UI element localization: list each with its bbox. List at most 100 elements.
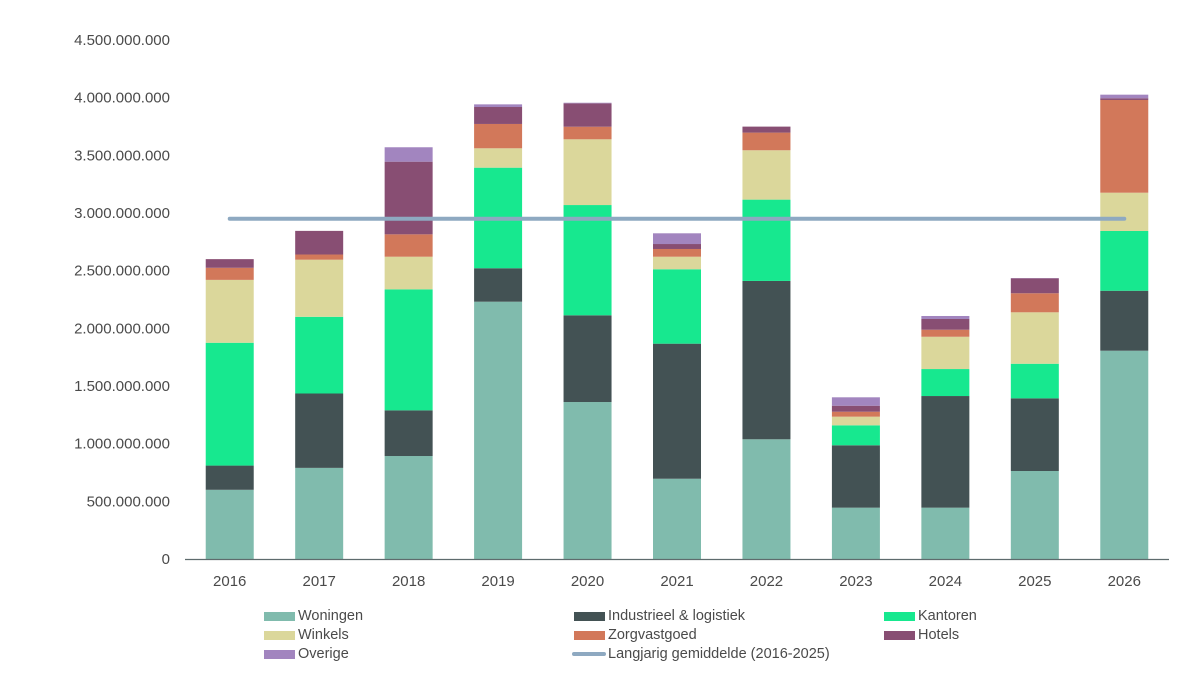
bar-segment-woningen-2019[interactable] [474, 301, 523, 559]
x-tick-label: 2021 [660, 573, 693, 590]
y-tick-label: 2.000.000.000 [74, 320, 170, 337]
bar-segment-winkels-2020[interactable] [563, 139, 612, 206]
bar-segment-hotels-2025[interactable] [1010, 278, 1059, 294]
bar-segment-zorgvastgoed-2018[interactable] [384, 234, 433, 257]
bar-segment-winkels-2025[interactable] [1010, 312, 1059, 364]
bars [205, 94, 1149, 559]
x-tick-label: 2023 [839, 573, 872, 590]
bar-segment-industrieel-logistiek-2026[interactable] [1100, 290, 1149, 351]
legend-item-hotels[interactable]: Hotels [884, 627, 959, 643]
y-tick-label: 2.500.000.000 [74, 263, 170, 280]
bar-segment-industrieel-logistiek-2022[interactable] [742, 280, 791, 440]
bar-segment-industrieel-logistiek-2025[interactable] [1010, 398, 1059, 472]
bar-segment-industrieel-logistiek-2021[interactable] [653, 343, 701, 479]
bar-segment-hotels-2019[interactable] [474, 107, 523, 124]
bar-segment-woningen-2018[interactable] [384, 456, 433, 559]
bar-segment-woningen-2025[interactable] [1010, 471, 1059, 559]
legend-item-industrieel[interactable]: Industrieel & logistiek [574, 608, 745, 624]
legend-item-winkels[interactable]: Winkels [264, 627, 349, 643]
bar-segment-kantoren-2017[interactable] [295, 316, 344, 394]
bar-segment-woningen-2022[interactable] [742, 439, 791, 559]
bar-segment-kantoren-2020[interactable] [563, 205, 612, 316]
bar-segment-kantoren-2023[interactable] [831, 425, 880, 446]
bar-segment-winkels-2019[interactable] [474, 148, 523, 168]
bar-segment-overige-2026[interactable] [1100, 94, 1149, 99]
bar-segment-woningen-2026[interactable] [1100, 350, 1149, 559]
bar-stack-2020 [563, 102, 612, 559]
y-axis-ticks: 0 500.000.000 1.000.000.000 1.500.000.000 2.… [74, 32, 170, 568]
bar-segment-winkels-2022[interactable] [742, 150, 791, 200]
bar-segment-overige-2023[interactable] [831, 397, 880, 406]
bar-segment-hotels-2018[interactable] [384, 161, 433, 235]
bar-segment-zorgvastgoed-2021[interactable] [653, 248, 701, 257]
bar-segment-hotels-2021[interactable] [653, 244, 701, 249]
bar-segment-zorgvastgoed-2025[interactable] [1010, 293, 1059, 313]
bar-segment-zorgvastgoed-2023[interactable] [831, 411, 880, 417]
y-tick-label: 500.000.000 [87, 493, 170, 510]
bar-segment-winkels-2024[interactable] [921, 336, 970, 370]
bar-segment-hotels-2024[interactable] [921, 318, 970, 330]
bar-segment-woningen-2017[interactable] [295, 467, 344, 559]
bar-stack-2016 [205, 259, 254, 559]
legend-item-average[interactable]: Langjarig gemiddelde (2016-2025) [572, 646, 830, 662]
bar-segment-kantoren-2026[interactable] [1100, 230, 1149, 291]
bar-segment-industrieel-logistiek-2017[interactable] [295, 393, 344, 468]
legend-label: Woningen [298, 608, 364, 624]
bar-segment-kantoren-2016[interactable] [205, 342, 254, 466]
bar-segment-woningen-2024[interactable] [921, 507, 970, 559]
legend-item-zorgvastgoed[interactable]: Zorgvastgoed [574, 627, 697, 643]
bar-segment-hotels-2020[interactable] [563, 103, 612, 127]
bar-segment-winkels-2016[interactable] [205, 279, 254, 343]
bar-segment-zorgvastgoed-2020[interactable] [563, 126, 612, 140]
bar-segment-zorgvastgoed-2016[interactable] [205, 267, 254, 280]
bar-segment-hotels-2016[interactable] [205, 259, 254, 268]
y-tick-label: 3.000.000.000 [74, 205, 170, 222]
legend-item-kantoren[interactable]: Kantoren [884, 608, 977, 624]
bar-segment-kantoren-2024[interactable] [921, 369, 970, 397]
x-axis-ticks: 2016 2017 2018 2019 2020 2021 2022 2023 2024 2025… [213, 573, 1141, 590]
bar-segment-overige-2024[interactable] [921, 315, 970, 319]
legend-swatch-winkels [264, 630, 295, 640]
bar-segment-hotels-2022[interactable] [742, 126, 791, 133]
bar-segment-industrieel-logistiek-2016[interactable] [205, 465, 254, 490]
bar-segment-woningen-2023[interactable] [831, 507, 880, 559]
bar-segment-kantoren-2018[interactable] [384, 289, 433, 411]
bar-segment-zorgvastgoed-2019[interactable] [474, 123, 523, 149]
bar-segment-zorgvastgoed-2022[interactable] [742, 132, 791, 151]
bar-segment-kantoren-2025[interactable] [1010, 363, 1059, 399]
bar-segment-industrieel-logistiek-2018[interactable] [384, 410, 433, 457]
bar-segment-industrieel-logistiek-2023[interactable] [831, 445, 880, 508]
bar-segment-hotels-2023[interactable] [831, 405, 880, 412]
bar-segment-overige-2018[interactable] [384, 147, 433, 162]
legend-label: Winkels [298, 627, 349, 643]
x-tick-label: 2020 [571, 573, 604, 590]
bar-segment-winkels-2023[interactable] [831, 416, 880, 426]
bar-stack-2019 [474, 104, 523, 559]
bar-segment-industrieel-logistiek-2020[interactable] [563, 315, 612, 403]
bar-segment-winkels-2021[interactable] [653, 256, 701, 270]
bar-segment-industrieel-logistiek-2024[interactable] [921, 396, 970, 508]
bar-segment-hotels-2017[interactable] [295, 230, 344, 255]
bar-segment-kantoren-2021[interactable] [653, 269, 701, 344]
bar-segment-hotels-2026[interactable] [1100, 98, 1149, 100]
legend-item-woningen[interactable]: Woningen [264, 608, 363, 624]
bar-segment-overige-2020[interactable] [563, 102, 612, 104]
bar-segment-winkels-2026[interactable] [1100, 192, 1149, 231]
bar-segment-zorgvastgoed-2024[interactable] [921, 329, 970, 337]
bar-segment-zorgvastgoed-2017[interactable] [295, 254, 344, 260]
legend-label: Industrieel & logistiek [608, 608, 746, 624]
bar-segment-industrieel-logistiek-2019[interactable] [474, 268, 523, 302]
bar-segment-winkels-2017[interactable] [295, 259, 344, 317]
bar-stack-2018 [384, 147, 433, 559]
bar-segment-overige-2021[interactable] [653, 233, 701, 245]
bar-segment-woningen-2021[interactable] [653, 478, 701, 559]
bar-segment-woningen-2020[interactable] [563, 402, 612, 559]
legend-item-overige[interactable]: Overige [264, 646, 349, 662]
bar-segment-kantoren-2022[interactable] [742, 199, 791, 281]
legend-swatch-overige [264, 649, 295, 659]
bar-segment-zorgvastgoed-2026[interactable] [1100, 99, 1149, 193]
bar-segment-overige-2019[interactable] [474, 104, 523, 108]
bar-segment-winkels-2018[interactable] [384, 256, 433, 290]
bar-segment-woningen-2016[interactable] [205, 489, 254, 559]
